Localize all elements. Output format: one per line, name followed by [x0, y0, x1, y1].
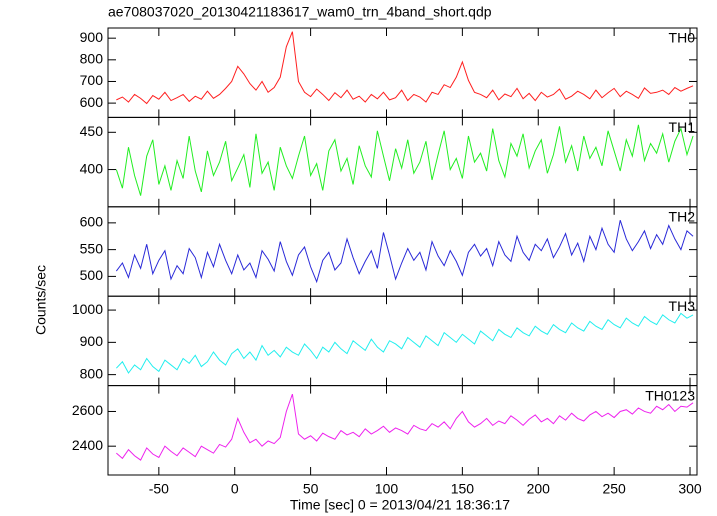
panel-label: TH2	[669, 209, 696, 225]
y-tick-label: 600	[80, 214, 104, 230]
x-tick-label: 300	[678, 481, 702, 497]
x-tick-label: 0	[231, 481, 239, 497]
light-curve	[115, 312, 694, 374]
y-tick-label: 450	[80, 123, 104, 139]
y-axis-label: Counts/sec	[33, 265, 49, 335]
panel-frame	[107, 385, 698, 476]
panel-label: TH1	[669, 119, 696, 135]
panel-frame	[107, 206, 698, 297]
chart-title: ae708037020_20130421183617_wam0_trn_4ban…	[108, 4, 492, 20]
y-tick-label: 400	[80, 160, 104, 176]
x-tick-label: 250	[602, 481, 626, 497]
x-axis-label: Time [sec] 0 = 2013/04/21 18:36:17	[290, 497, 510, 513]
light-curve	[115, 220, 694, 284]
y-tick-label: 700	[80, 72, 104, 88]
panel-label: TH3	[669, 298, 696, 314]
y-tick-label: 800	[80, 365, 104, 381]
x-tick-label: 50	[303, 481, 319, 497]
y-tick-label: 2400	[72, 437, 103, 453]
y-tick-label: 600	[80, 94, 104, 110]
panel-frame	[107, 27, 698, 118]
panel-label: TH0	[669, 30, 696, 46]
y-tick-label: 1000	[72, 301, 103, 317]
panel-frame	[107, 295, 698, 387]
light-curve	[115, 124, 694, 196]
y-tick-label: 550	[80, 240, 104, 256]
y-tick-label: 900	[80, 29, 104, 45]
light-curve	[116, 31, 694, 105]
y-tick-label: 500	[80, 267, 104, 283]
y-tick-label: 800	[80, 51, 104, 67]
light-curve	[116, 393, 694, 461]
x-tick-label: 100	[375, 481, 399, 497]
panel-label: TH0123	[645, 387, 695, 403]
x-tick-label: 150	[451, 481, 475, 497]
y-tick-label: 2600	[72, 402, 103, 418]
y-tick-label: 900	[80, 333, 104, 349]
x-tick-label: -50	[149, 481, 169, 497]
x-tick-label: 200	[527, 481, 551, 497]
